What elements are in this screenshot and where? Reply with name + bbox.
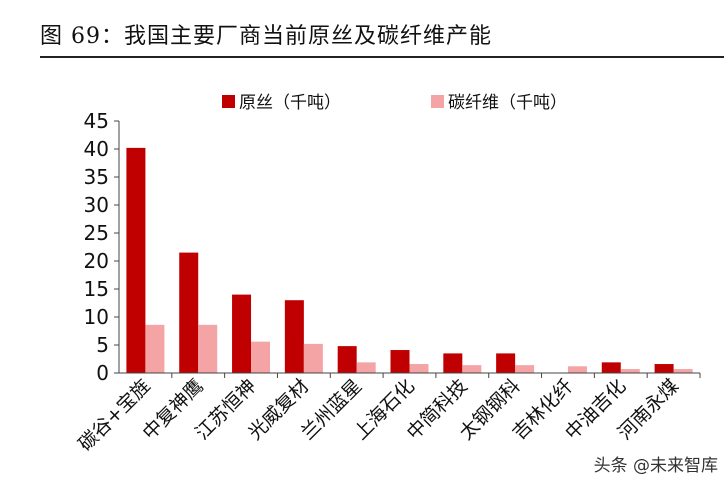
legend: 原丝（千吨） 碳纤维（千吨） [222, 93, 567, 113]
y-tick-label: 25 [84, 221, 109, 245]
legend-label: 碳纤维（千吨） [448, 93, 567, 113]
bars [126, 147, 693, 373]
y-tick-label: 20 [84, 249, 109, 273]
bar-precursor [232, 294, 252, 373]
bar-carbon-fiber [567, 366, 587, 373]
bar-precursor [601, 362, 621, 373]
bar-carbon-fiber [409, 364, 429, 373]
y-axis: 0 5 10 15 20 25 30 35 40 45 [84, 109, 120, 385]
legend-swatch [222, 95, 235, 108]
bar-carbon-fiber [145, 324, 165, 373]
title-rule [40, 56, 724, 58]
bar-precursor [443, 353, 463, 373]
bar-carbon-fiber [673, 369, 693, 373]
y-tick-label: 0 [96, 361, 109, 385]
y-tick-label: 10 [84, 305, 109, 329]
figure-title: 图 69：我国主要厂商当前原丝及碳纤维产能 [40, 24, 492, 49]
bar-carbon-fiber [198, 324, 218, 373]
bar-carbon-fiber [515, 365, 535, 373]
y-tick-label: 40 [84, 137, 109, 161]
bar-carbon-fiber [620, 369, 640, 373]
bar-precursor [654, 364, 674, 373]
bar-precursor [390, 350, 410, 373]
bar-carbon-fiber [462, 365, 482, 373]
y-tick-label: 45 [84, 109, 109, 133]
bar-precursor [284, 300, 304, 373]
legend-label: 原丝（千吨） [239, 93, 341, 113]
y-tick-label: 35 [84, 165, 109, 189]
bar-carbon-fiber [356, 362, 376, 373]
bar-precursor [337, 346, 357, 373]
bar-precursor [179, 252, 199, 373]
bar-carbon-fiber [303, 343, 323, 373]
x-axis: 碳谷+宝旌中复神鹰江苏恒神光威复材兰州蓝星上海石化中简科技太钢钢科吉林化纤中油吉… [74, 372, 701, 456]
bar-carbon-fiber [251, 341, 271, 373]
bar-precursor [126, 147, 146, 373]
x-category-label: 碳谷+宝旌 [74, 375, 155, 456]
y-tick-label: 15 [84, 277, 109, 301]
bar-precursor [496, 353, 516, 373]
y-tick-label: 30 [84, 193, 109, 217]
legend-swatch [431, 95, 444, 108]
y-tick-label: 5 [96, 333, 109, 357]
watermark: 头条 @未来智库 [593, 456, 718, 476]
